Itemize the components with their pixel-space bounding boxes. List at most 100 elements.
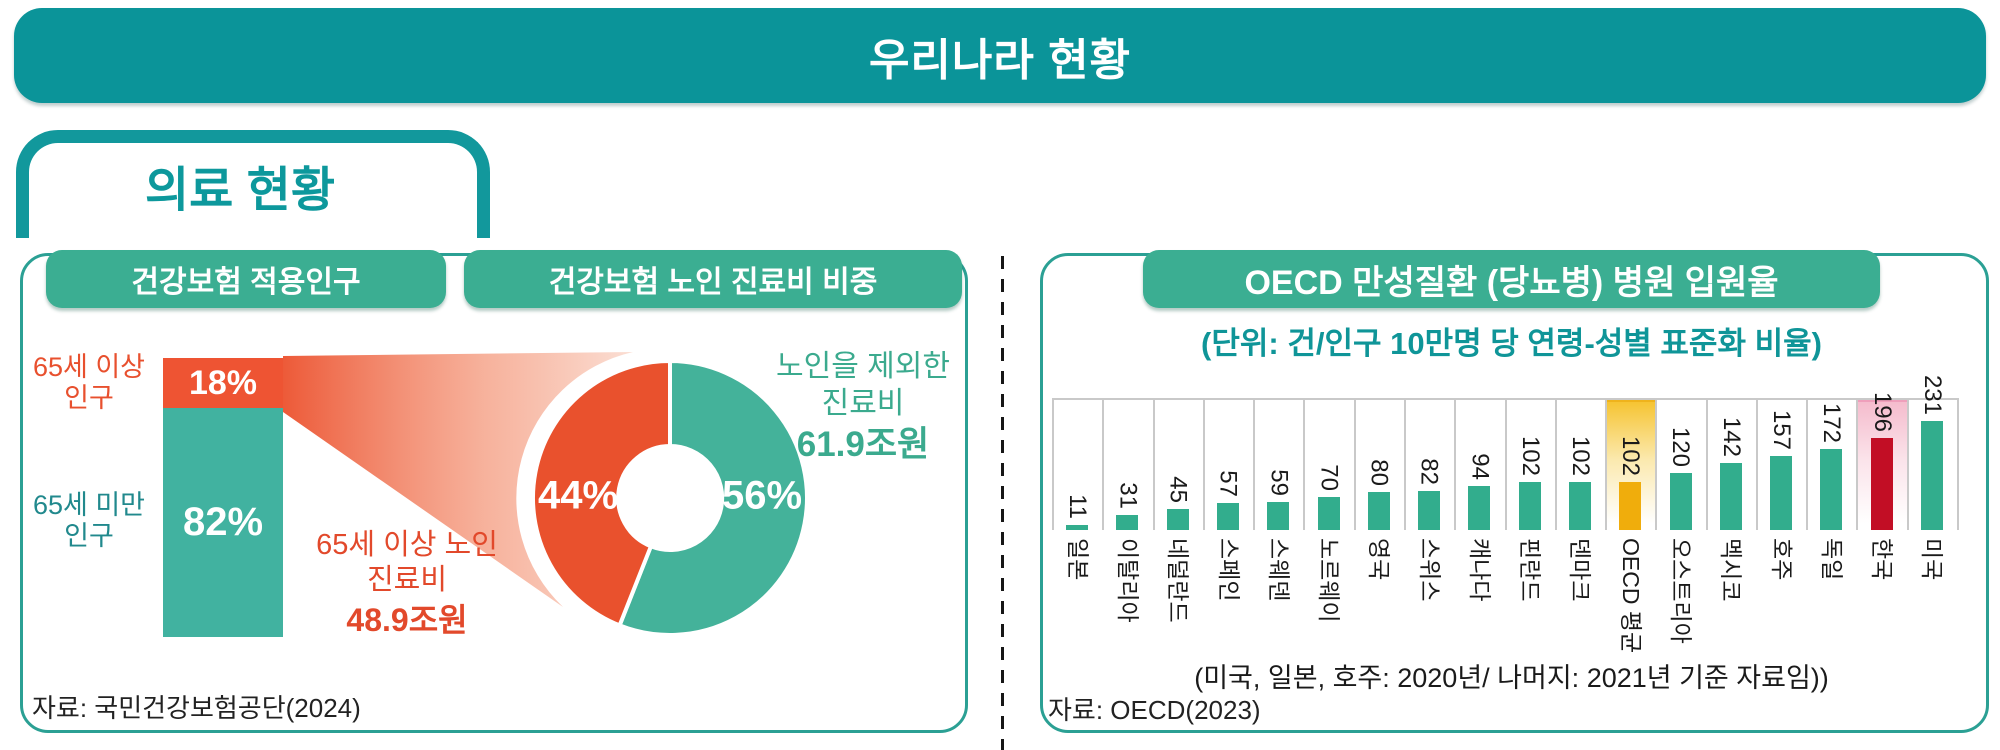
bar-value-label: 31 xyxy=(1114,482,1142,510)
gridline xyxy=(1957,398,1959,530)
bar-country xyxy=(1468,485,1491,530)
bar-country xyxy=(1719,463,1742,530)
bar-country-label: OECD 평균 xyxy=(1617,538,1644,654)
bar-value-label: 45 xyxy=(1164,476,1192,503)
bar-country-label: 멕시코 xyxy=(1718,538,1745,602)
elderly-cost-value: 48.9조원 xyxy=(346,602,468,638)
gridline xyxy=(1806,398,1809,530)
non-elderly-cost-line1: 노인을 제외한 xyxy=(776,350,950,383)
donut-orange-pct: 44% xyxy=(537,473,619,518)
label-under-65-line2: 인구 xyxy=(64,521,114,551)
gridline xyxy=(1755,398,1758,530)
bar-country xyxy=(1669,473,1692,530)
bar-value-label: 102 xyxy=(1566,435,1594,476)
population-segment-value: 82% xyxy=(182,500,264,545)
population-segment-value: 18% xyxy=(188,363,258,402)
bar-value-label: 172 xyxy=(1818,402,1846,443)
gridline xyxy=(1303,398,1306,530)
bar-country-label: 미국 xyxy=(1919,538,1946,581)
bar-value-label: 102 xyxy=(1516,435,1544,476)
bar-country-label: 호주 xyxy=(1768,538,1795,581)
panel-divider xyxy=(1001,256,1004,750)
section-title: 의료 현황 xyxy=(145,164,335,217)
page-title: 우리나라 현황 xyxy=(868,35,1132,85)
bar-country-label: 한국 xyxy=(1869,538,1896,581)
bar-country-label: 네덜란드 xyxy=(1165,538,1192,623)
bar-country xyxy=(1770,456,1792,530)
bar-country xyxy=(1418,491,1441,530)
bar-country-label: 덴마크 xyxy=(1567,538,1594,602)
gridline xyxy=(1353,398,1356,530)
label-65-and-over-line1: 65세 이상 xyxy=(32,352,146,382)
header-elderly-cost-share-label: 건강보험 노인 진료비 비중 xyxy=(548,266,878,299)
bar-value-label: 157 xyxy=(1768,409,1795,450)
gridline xyxy=(1504,398,1507,530)
bar-country-label: 핀란드 xyxy=(1517,538,1544,602)
bar-oecd-average xyxy=(1619,481,1642,530)
non-elderly-cost-value: 61.9조원 xyxy=(796,425,930,464)
bar-value-label: 57 xyxy=(1215,470,1242,498)
gridline xyxy=(1403,398,1406,530)
label-under-65-line1: 65세 미만 xyxy=(32,490,146,520)
gridline xyxy=(1202,398,1205,530)
gridline xyxy=(1102,398,1105,530)
bar-korea xyxy=(1870,437,1893,530)
page-title-banner: 우리나라 현황 xyxy=(14,8,1986,103)
donut-teal-pct: 56% xyxy=(721,473,803,518)
bar-country-label: 스웨덴 xyxy=(1265,538,1292,602)
bar-value-label: 231 xyxy=(1918,375,1946,416)
bar-value-label: 102 xyxy=(1617,435,1645,476)
bar-value-label: 142 xyxy=(1717,417,1745,458)
bar-country-label: 스위스 xyxy=(1416,538,1443,602)
gridline xyxy=(1454,398,1457,530)
label-65-and-over-line2: 인구 xyxy=(64,383,114,413)
gridline xyxy=(1052,398,1054,530)
gridline xyxy=(1705,398,1708,530)
bar-country xyxy=(1066,524,1089,530)
bar-country xyxy=(1267,502,1290,530)
bar-value-label: 59 xyxy=(1265,469,1293,497)
bar-country xyxy=(1568,481,1591,530)
section-bracket xyxy=(16,130,490,238)
non-elderly-cost-line2: 진료비 xyxy=(821,387,905,420)
gridline xyxy=(1655,398,1658,530)
gridline xyxy=(1554,398,1557,530)
bar-country-label: 이탈리아 xyxy=(1114,538,1141,623)
bar-country-label: 캐나다 xyxy=(1466,538,1493,602)
bar-country xyxy=(1920,421,1943,530)
bar-value-label: 120 xyxy=(1667,427,1695,468)
bar-country xyxy=(1217,503,1239,530)
bar-country-label: 오스트리아 xyxy=(1668,538,1694,644)
bar-country xyxy=(1116,515,1139,530)
bar-country-label: 영국 xyxy=(1366,538,1393,581)
bar-country-label: 독일 xyxy=(1818,538,1845,581)
bar-value-label: 196 xyxy=(1868,391,1896,432)
gridline xyxy=(1253,398,1256,530)
header-insured-population: 건강보험 적용인구 xyxy=(46,250,446,308)
population-segment-elderly: 18% xyxy=(163,358,283,409)
header-elderly-cost-share: 건강보험 노인 진료비 비중 xyxy=(464,250,962,308)
bar-country-label: 일본 xyxy=(1064,538,1091,581)
bar-value-label: 80 xyxy=(1365,459,1393,487)
gridline xyxy=(1906,398,1909,530)
population-stacked-bar: 18% 82% xyxy=(163,358,283,637)
bar-country xyxy=(1820,448,1843,530)
bar-value-label: 11 xyxy=(1064,493,1092,519)
label-65-and-over: 65세 이상 인구 xyxy=(18,352,160,414)
label-under-65: 65세 미만 인구 xyxy=(18,490,160,552)
bar-country xyxy=(1166,508,1189,530)
bar-country-label: 스페인 xyxy=(1215,538,1242,602)
bar-value-label: 94 xyxy=(1466,453,1494,480)
header-insured-population-label: 건강보험 적용인구 xyxy=(131,266,361,299)
gridline xyxy=(1605,398,1608,530)
oecd-subtitle: (단위: 건/인구 10만명 당 연령-성별 표준화 비율) xyxy=(1201,326,1822,361)
population-segment-under65: 82% xyxy=(163,408,283,637)
right-source: 자료: OECD(2023) xyxy=(1048,695,1261,725)
bar-country xyxy=(1367,492,1390,530)
bar-country xyxy=(1518,481,1541,530)
bar-country xyxy=(1317,497,1340,530)
bar-country-label: 노르웨이 xyxy=(1316,538,1342,623)
non-elderly-cost-text: 노인을 제외한 진료비 61.9조원 xyxy=(763,348,963,468)
gridline xyxy=(1856,398,1859,530)
